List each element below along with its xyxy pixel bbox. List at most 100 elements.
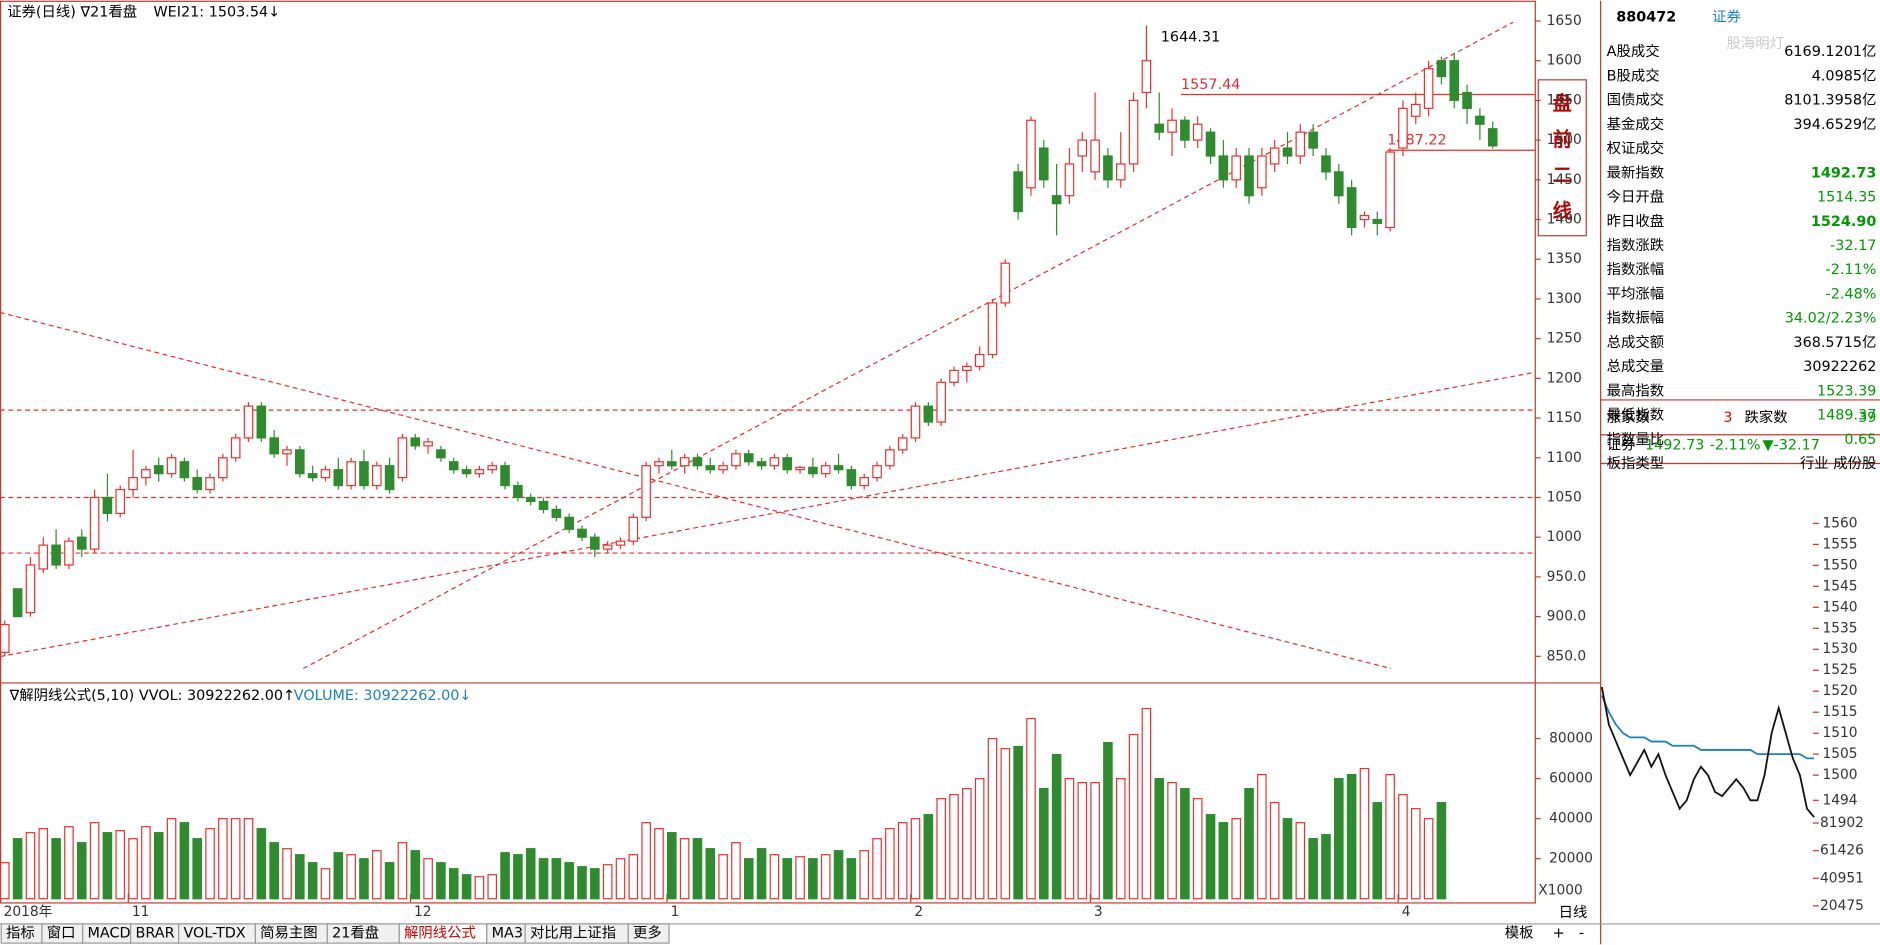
tab-label[interactable]: 指标 (6, 925, 35, 942)
candle-body (282, 449, 292, 455)
candle-body (949, 369, 959, 383)
candle-body (1398, 107, 1408, 149)
info-label: 最新指数 (1607, 164, 1664, 181)
tab-label[interactable]: 解阴线公式 (404, 925, 476, 942)
tab-label[interactable]: 对比用上证指 (530, 925, 616, 942)
volume-bar (397, 842, 408, 900)
candle-body (1475, 115, 1485, 125)
candle-body (500, 465, 510, 487)
candle-body (346, 461, 356, 487)
candle-body (166, 457, 177, 475)
volume-bar (846, 858, 857, 900)
intraday-tick-label: 1515 (1822, 704, 1857, 720)
volume-bar (64, 826, 74, 900)
volume-bar (487, 874, 498, 900)
candle-body (12, 588, 23, 618)
panel-button[interactable]: + (1553, 926, 1565, 942)
candle-body (1205, 131, 1216, 157)
candle-body (1038, 147, 1049, 181)
intraday-vol-label: 40951 (1820, 870, 1864, 886)
volume-bar (1231, 818, 1241, 900)
intraday-tick-label: 1540 (1822, 599, 1857, 615)
candle-body (461, 469, 472, 475)
candle-body (1295, 131, 1306, 157)
high-label: 1644.31 (1161, 29, 1220, 45)
tab-label[interactable]: BRAR (135, 926, 174, 942)
candle-body (1141, 60, 1152, 94)
candle-body (1346, 187, 1357, 229)
volume-bar (371, 850, 382, 900)
volume-bar (1423, 818, 1434, 900)
info-value: 1489.37 (1817, 408, 1876, 424)
y-tick-label: 1300 (1547, 291, 1582, 307)
tab-label[interactable]: 窗口 (47, 924, 76, 942)
candle-body (885, 449, 895, 467)
info-value: 8101.3958亿 (1784, 92, 1876, 109)
volume-bar (1346, 774, 1357, 900)
candle-body (910, 405, 921, 439)
panel-button[interactable]: 模板 (1505, 924, 1534, 942)
volume-bar (1257, 774, 1267, 900)
volume-bar (436, 862, 446, 900)
info-value: 30922262 (1803, 359, 1876, 375)
volume-bar (1128, 733, 1139, 900)
panel-button[interactable]: - (1579, 926, 1584, 942)
tab[interactable] (627, 923, 670, 944)
month-label: 4 (1402, 904, 1411, 920)
volume-bar (1385, 774, 1395, 900)
volume-bar (1244, 788, 1254, 900)
candle-body (654, 461, 664, 467)
volume-tick-label: 60000 (1549, 771, 1593, 787)
candle-body (218, 457, 228, 479)
info-label: 基金成交 (1607, 115, 1664, 133)
tab-label[interactable]: MACD (88, 926, 131, 942)
tab-label[interactable]: 简易主图 (260, 925, 318, 942)
intraday-tick-label: 1545 (1822, 578, 1857, 594)
candle-body (679, 457, 690, 467)
tab-label[interactable]: 21看盘 (332, 924, 379, 942)
volume-bar (1090, 782, 1100, 900)
volume-bar (384, 862, 395, 900)
candle-body (320, 469, 331, 479)
tab-label[interactable]: VOL-TDX (183, 926, 245, 942)
chart-frame (0, 0, 1536, 904)
candle-body (256, 405, 267, 439)
volume-bar (1051, 753, 1062, 900)
volume-bar (179, 822, 190, 900)
volume-bar (1064, 778, 1075, 900)
volume-bar (795, 856, 805, 900)
volume-bar (718, 854, 728, 900)
y-tick-label: 1600 (1547, 53, 1582, 69)
candle-body (628, 516, 639, 542)
volume-bar (359, 858, 369, 900)
candle-body (269, 437, 279, 455)
y-tick-label: 1450 (1547, 172, 1582, 188)
candle-body (1244, 155, 1254, 197)
info-value: 4.0985亿 (1812, 67, 1877, 84)
candle-body (923, 405, 934, 423)
candle-body (705, 465, 716, 471)
intraday-tick-label: 1535 (1822, 620, 1857, 636)
candle-body (25, 564, 36, 614)
candle-body (436, 449, 446, 459)
tab-label[interactable]: MA3 (492, 926, 523, 942)
info-value: 394.6529亿 (1793, 116, 1876, 133)
volume-bar (1218, 822, 1229, 900)
info-label: 国债成交 (1607, 91, 1664, 109)
volume-bar (987, 737, 998, 900)
candle-body (1372, 218, 1383, 225)
toolbar-title: 证券(日线) ∇21看盘 (7, 3, 137, 21)
info-value: 6169.1201亿 (1784, 43, 1876, 60)
info-label: B股成交 (1607, 66, 1660, 84)
volume-bar (628, 854, 639, 900)
volume-bar (667, 832, 677, 900)
tab-label[interactable]: 更多 (633, 925, 662, 942)
candle-body (936, 381, 946, 423)
candle-body (846, 469, 857, 487)
candle-body (1115, 163, 1126, 181)
candle-body (756, 461, 767, 467)
candle-body (795, 466, 805, 471)
candle-body (179, 461, 190, 479)
y-tick-label: 1050 (1547, 489, 1582, 505)
